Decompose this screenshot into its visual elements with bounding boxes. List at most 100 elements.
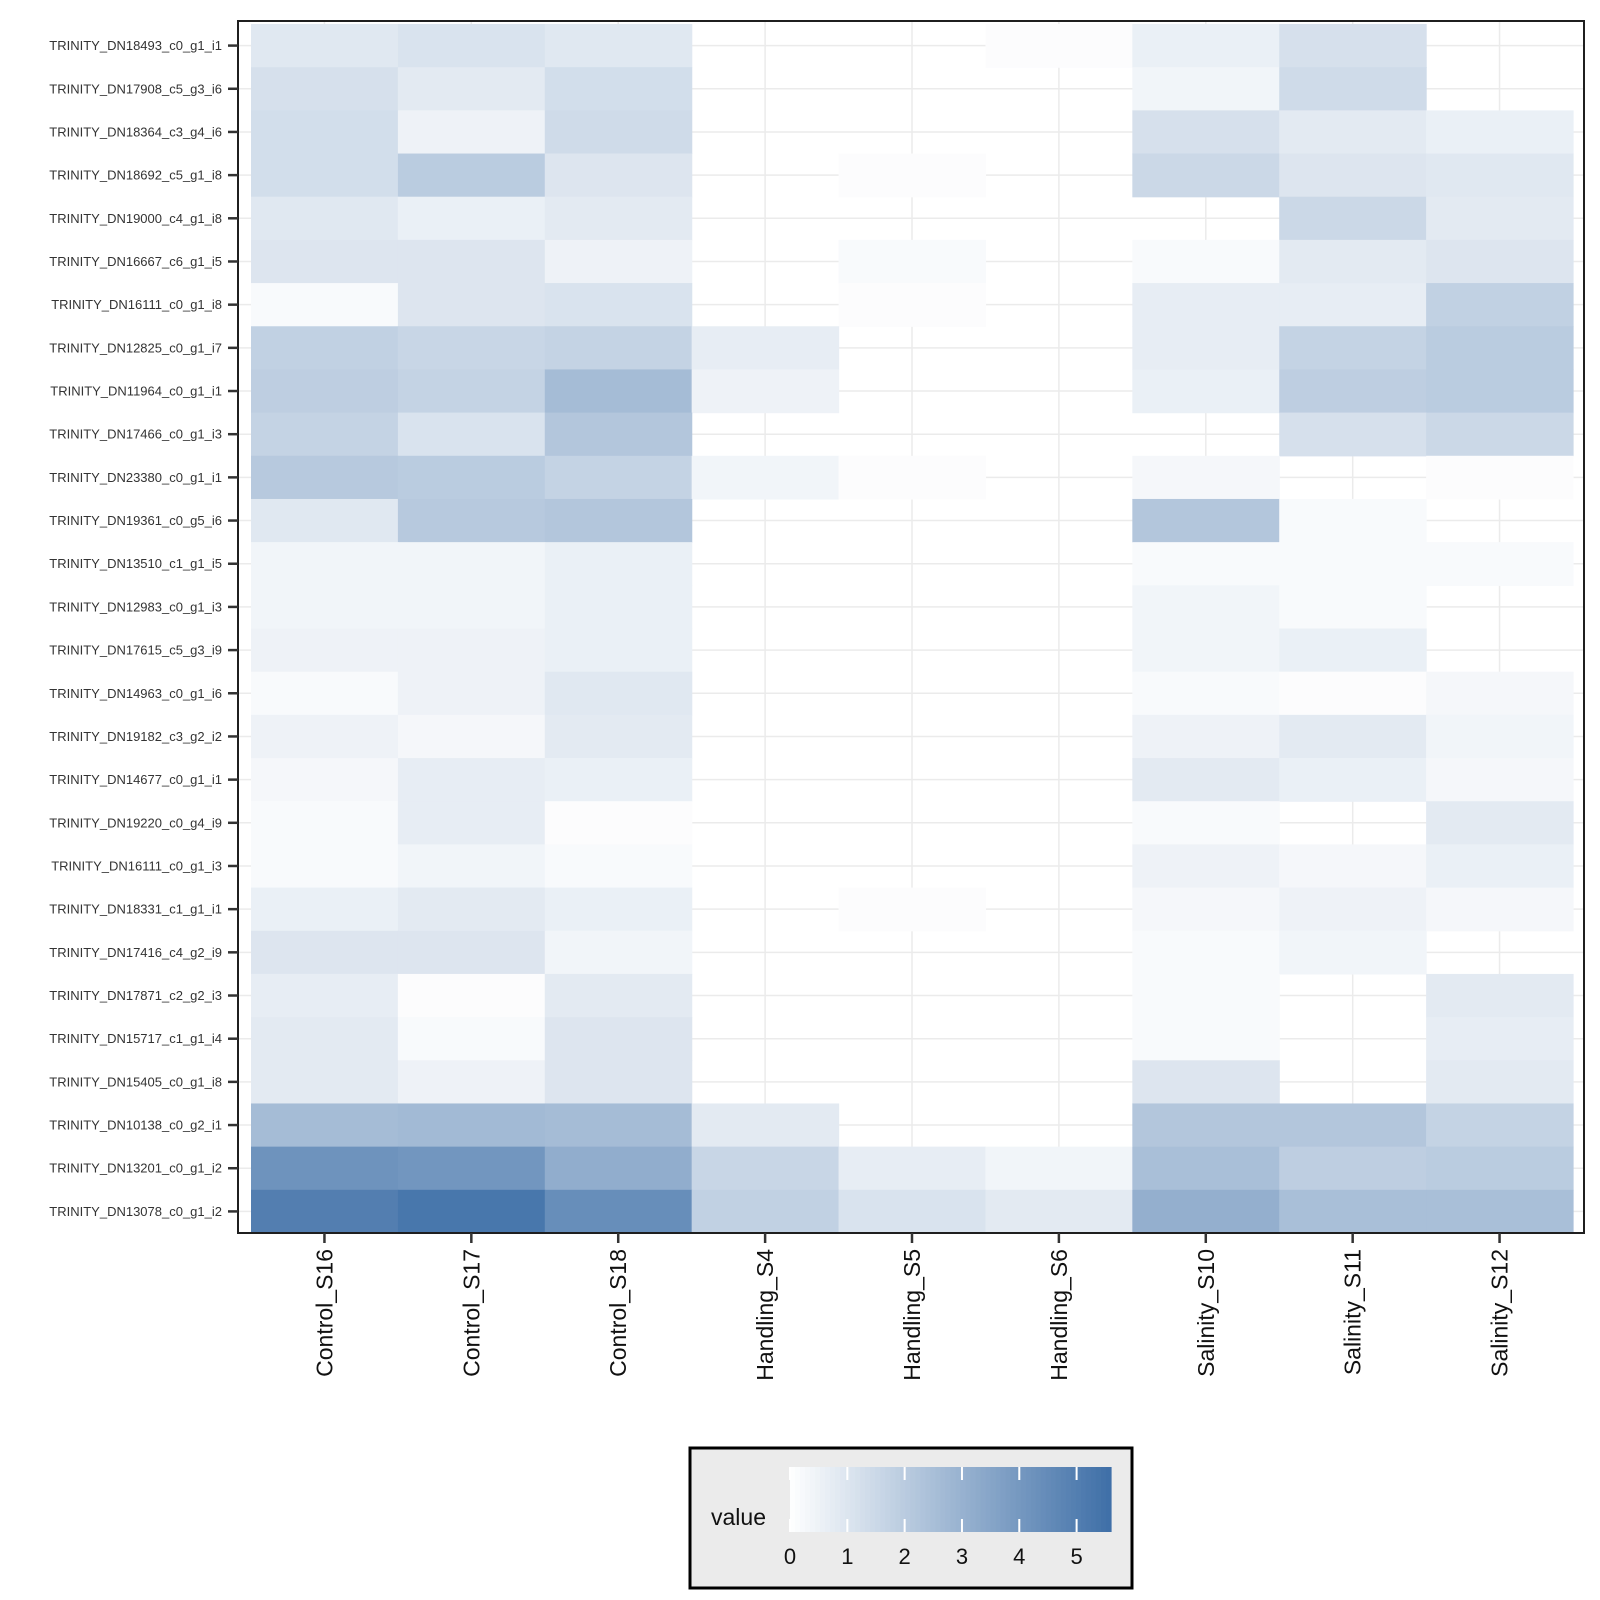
legend-colorbar-segment <box>970 1467 977 1532</box>
heatmap-cell <box>251 1017 399 1061</box>
y-tick-label: TRINITY_DN19361_c0_g5_i6 <box>49 513 222 528</box>
heatmap-cell <box>251 1189 399 1234</box>
heatmap-cell <box>1279 196 1427 241</box>
y-tick-label: TRINITY_DN18364_c3_g4_i6 <box>49 124 222 139</box>
x-tick-label: Handling_S6 <box>1046 1249 1072 1381</box>
heatmap-cell <box>1426 887 1574 932</box>
heatmap-cell <box>544 628 693 673</box>
legend-colorbar-segment <box>1080 1467 1087 1532</box>
heatmap-cell <box>1426 671 1574 716</box>
heatmap-cell <box>397 671 546 716</box>
y-tick-label: TRINITY_DN18331_c1_g1_i1 <box>49 902 222 917</box>
heatmap-cell <box>1426 1189 1574 1234</box>
heatmap-cell <box>1279 1189 1427 1234</box>
heatmap-cell <box>251 110 399 155</box>
legend-title: value <box>711 1504 766 1530</box>
heatmap-cell <box>544 585 693 630</box>
heatmap-cell <box>544 455 693 500</box>
heatmap-cell <box>1279 585 1427 630</box>
heatmap-cell <box>985 24 1133 68</box>
heatmap-cell <box>251 369 399 414</box>
legend-colorbar-segment <box>985 1467 992 1532</box>
y-tick-label: TRINITY_DN14963_c0_g1_i6 <box>49 686 222 701</box>
heatmap-cell <box>251 196 399 241</box>
heatmap-cell <box>544 498 693 543</box>
heatmap-cell <box>251 498 399 543</box>
heatmap-cell <box>1426 1017 1574 1061</box>
heatmap-cell <box>1279 1103 1427 1148</box>
legend-colorbar-segment <box>995 1467 1002 1532</box>
legend-colorbar-segment <box>1050 1467 1057 1532</box>
heatmap-cell <box>1279 758 1427 802</box>
legend-colorbar-segment <box>1095 1467 1102 1532</box>
legend-colorbar-segment <box>980 1467 987 1532</box>
legend-colorbar-segment <box>1090 1467 1097 1532</box>
heatmap-cell <box>251 153 399 198</box>
legend-colorbar-segment <box>935 1467 942 1532</box>
heatmap-cell <box>397 369 546 414</box>
heatmap-cell <box>1426 844 1574 889</box>
legend-colorbar-segment <box>915 1467 922 1532</box>
heatmap-cell <box>544 67 693 111</box>
heatmap-cell <box>397 758 546 802</box>
heatmap-cell <box>397 1189 546 1234</box>
heatmap-cell <box>251 326 399 371</box>
heatmap-cell <box>251 801 399 845</box>
legend-colorbar-segment <box>830 1467 836 1532</box>
y-tick-label: TRINITY_DN19182_c3_g2_i2 <box>49 729 222 744</box>
x-tick-label: Salinity_S10 <box>1193 1249 1219 1377</box>
heatmap-cell <box>544 196 693 241</box>
heatmap-cell <box>251 628 399 673</box>
heatmap-cell <box>1132 283 1280 327</box>
legend-colorbar-segment <box>990 1467 997 1532</box>
heatmap-cell <box>544 369 693 414</box>
legend-colorbar-segment <box>945 1467 952 1532</box>
heatmap-cell <box>397 714 546 759</box>
heatmap-cell <box>1279 542 1427 586</box>
heatmap-cell <box>397 24 546 68</box>
legend-colorbar-segment <box>975 1467 982 1532</box>
heatmap-cell <box>544 1103 693 1148</box>
legend-colorbar-segment <box>1045 1467 1052 1532</box>
heatmap-cell <box>397 628 546 673</box>
heatmap-cell <box>1279 369 1427 414</box>
heatmap-cell <box>251 930 399 975</box>
heatmap-cell <box>1279 412 1427 457</box>
legend-colorbar-segment <box>955 1467 962 1532</box>
heatmap-cell <box>397 196 546 241</box>
heatmap-cell <box>1132 498 1280 543</box>
heatmap-cell <box>838 1189 987 1234</box>
heatmap-cell <box>1426 326 1574 371</box>
y-tick-label: TRINITY_DN13510_c1_g1_i5 <box>49 556 222 571</box>
heatmap-cell <box>838 455 987 500</box>
legend-colorbar-segment <box>1040 1467 1047 1532</box>
legend-colorbar-segment <box>1000 1467 1007 1532</box>
heatmap-cell <box>251 412 399 457</box>
heatmap-cell <box>251 455 399 500</box>
heatmap-cell <box>397 326 546 371</box>
heatmap-cell <box>1426 412 1574 457</box>
heatmap-cell <box>1132 67 1280 111</box>
y-tick-label: TRINITY_DN17416_c4_g2_i9 <box>49 945 222 960</box>
y-tick-label: TRINITY_DN19220_c0_g4_i9 <box>49 815 222 830</box>
heatmap-cell <box>251 1146 399 1191</box>
heatmap-cell <box>1426 110 1574 155</box>
legend-colorbar-segment <box>1030 1467 1037 1532</box>
heatmap-cell <box>1132 585 1280 630</box>
heatmap-cell <box>544 412 693 457</box>
heatmap-cell <box>251 542 399 586</box>
legend-colorbar-segment <box>1055 1467 1062 1532</box>
heatmap-cell <box>691 369 840 414</box>
legend-tick-label: 4 <box>1013 1544 1025 1569</box>
legend-colorbar-segment <box>920 1467 927 1532</box>
legend-colorbar-segment <box>1060 1467 1067 1532</box>
heatmap-cell <box>691 1189 840 1234</box>
color-legend: value 0 1 2 3 4 5 <box>688 1446 1134 1590</box>
heatmap-cell <box>1132 887 1280 932</box>
y-tick-label: TRINITY_DN17466_c0_g1_i3 <box>49 427 222 442</box>
heatmap-cell <box>1132 24 1280 68</box>
heatmap-cell <box>1279 283 1427 327</box>
heatmap-cell <box>251 973 399 1018</box>
heatmap-cell <box>397 1060 546 1105</box>
legend-colorbar-segment <box>825 1467 831 1532</box>
